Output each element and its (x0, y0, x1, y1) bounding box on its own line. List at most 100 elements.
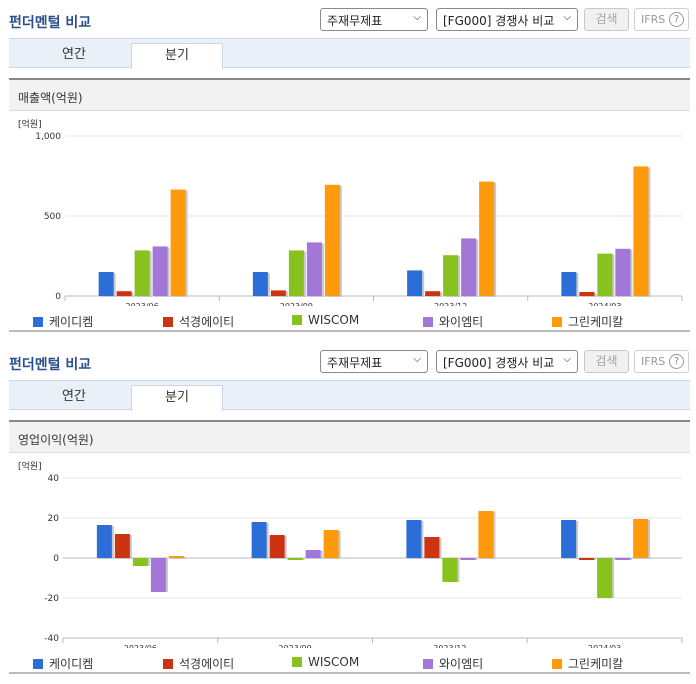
compare-select-value: [FG000] 경쟁사 비교 (443, 14, 555, 28)
tab-quarterly[interactable]: 분기 (131, 43, 223, 69)
bar (579, 292, 595, 296)
bar (132, 558, 148, 566)
y-tick-label: 0 (53, 554, 59, 564)
legend-item-seokyung: 석경에이티 (163, 313, 234, 330)
statement-select[interactable]: 주재무제표 ⌵ (320, 350, 428, 373)
legend-swatch (423, 317, 433, 327)
bar (633, 166, 649, 296)
revenue-chart-svg: [억원] 0 500 1,000 2023/06 2023/09 2023/12 2024/0… (18, 118, 683, 311)
bar (443, 255, 459, 296)
bar (478, 511, 494, 558)
bar (579, 558, 595, 560)
chart-legend: 케이디켐 석경에이티 WISCOM 와이엠티 그린케미칼 (9, 650, 690, 674)
section-header: 펀더멘털 비교 주재무제표 ⌵ [FG000] 경쟁사 비교 ⌵ 검색 IFRS? (0, 0, 696, 38)
legend-label: 와이엠티 (439, 657, 484, 671)
bar (597, 558, 613, 598)
legend-label: 석경에이티 (179, 657, 235, 671)
section-title: 펀더멘털 비교 (9, 357, 92, 373)
chevron-down-icon: ⌵ (563, 354, 571, 365)
bar (461, 238, 477, 296)
compare-select[interactable]: [FG000] 경쟁사 비교 ⌵ (436, 8, 578, 31)
x-tick-label: 2023/09 (280, 302, 313, 306)
period-tabs: 연간 분기 (9, 380, 690, 411)
operating-profit-section: 펀더멘털 비교 주재무제표 ⌵ [FG000] 경쟁사 비교 ⌵ 검색 IFRS? … (0, 342, 696, 684)
statement-select[interactable]: 주재무제표 ⌵ (320, 8, 428, 31)
bar (152, 246, 168, 296)
legend-item-greenchem: 그린케미칼 (552, 313, 623, 330)
bar (270, 290, 286, 296)
legend-item-greenchem: 그린케미칼 (552, 655, 623, 672)
ifrs-help-button[interactable]: IFRS? (634, 350, 689, 373)
bar (150, 558, 166, 592)
bar (615, 248, 631, 296)
search-button[interactable]: 검색 (584, 8, 629, 31)
legend-label: WISCOM (308, 655, 360, 669)
bar (406, 520, 422, 558)
chevron-down-icon: ⌵ (563, 12, 571, 23)
bar (407, 270, 423, 296)
bar (168, 556, 184, 558)
bar (170, 189, 186, 296)
x-tick-label: 2024/03 (588, 644, 621, 648)
x-tick-label: 2023/09 (279, 644, 312, 648)
search-button[interactable]: 검색 (584, 350, 629, 373)
bar (424, 537, 440, 558)
compare-select-value: [FG000] 경쟁사 비교 (443, 356, 555, 370)
tab-quarterly[interactable]: 분기 (131, 385, 223, 411)
x-tick-label: 2023/06 (124, 644, 157, 648)
statement-select-value: 주재무제표 (327, 14, 383, 28)
bar (615, 558, 631, 560)
compare-select[interactable]: [FG000] 경쟁사 비교 ⌵ (436, 350, 578, 373)
legend-label: 케이디켐 (49, 315, 94, 329)
legend-label: 석경에이티 (179, 315, 235, 329)
tab-annual[interactable]: 연간 (62, 47, 86, 62)
chevron-down-icon: ⌵ (413, 12, 421, 23)
metric-title: 매출액(억원) (18, 91, 83, 105)
tab-annual[interactable]: 연간 (62, 389, 86, 404)
revenue-section: 펀더멘털 비교 주재무제표 ⌵ [FG000] 경쟁사 비교 ⌵ 검색 IFRS? … (0, 0, 696, 332)
legend-swatch (292, 657, 302, 667)
bar (597, 253, 613, 296)
legend-swatch (552, 659, 562, 669)
legend-swatch (163, 659, 173, 669)
chart-legend: 케이디켐 석경에이티 WISCOM 와이엠티 그린케미칼 (9, 308, 690, 332)
metric-header: 영업이익(억원) (9, 420, 690, 453)
ifrs-help-button[interactable]: IFRS? (634, 8, 689, 31)
bar (305, 550, 321, 558)
bar (561, 272, 577, 296)
legend-swatch (423, 659, 433, 669)
x-tick-label: 2023/12 (434, 302, 467, 306)
help-icon: ? (669, 354, 684, 369)
bar (306, 242, 322, 296)
x-tick-label: 2023/06 (126, 302, 159, 306)
period-tabs: 연간 분기 (9, 38, 690, 69)
bar (116, 291, 132, 296)
bar (269, 535, 285, 558)
legend-swatch (33, 659, 43, 669)
bar (479, 181, 495, 296)
help-icon: ? (669, 12, 684, 27)
legend-label: WISCOM (308, 313, 360, 327)
legend-item-wiiemty: 와이엠티 (423, 655, 483, 672)
y-tick-label: 40 (48, 474, 60, 484)
bar (287, 558, 303, 560)
bar (252, 272, 268, 296)
bar (288, 250, 304, 296)
legend-label: 그린케미칼 (568, 315, 624, 329)
x-tick-label: 2024/03 (588, 302, 621, 306)
legend-swatch (292, 315, 302, 325)
bar (460, 558, 476, 560)
operating-profit-chart-svg: [억원] -40 -20 0 20 40 2023/06 2023/09 2023/12 2024… (18, 460, 683, 653)
bar (324, 184, 340, 296)
legend-item-wiscom: WISCOM (292, 655, 359, 669)
y-tick-label: 500 (44, 212, 61, 222)
y-tick-label: -40 (44, 634, 59, 644)
legend-swatch (33, 317, 43, 327)
y-tick-label: 20 (48, 514, 60, 524)
bar (98, 272, 114, 296)
legend-label: 케이디켐 (49, 657, 94, 671)
bar (442, 558, 458, 582)
operating-profit-chart: [억원] -40 -20 0 20 40 2023/06 2023/09 2023/12 2024… (9, 453, 690, 653)
bar (425, 291, 441, 296)
bar (96, 525, 112, 558)
